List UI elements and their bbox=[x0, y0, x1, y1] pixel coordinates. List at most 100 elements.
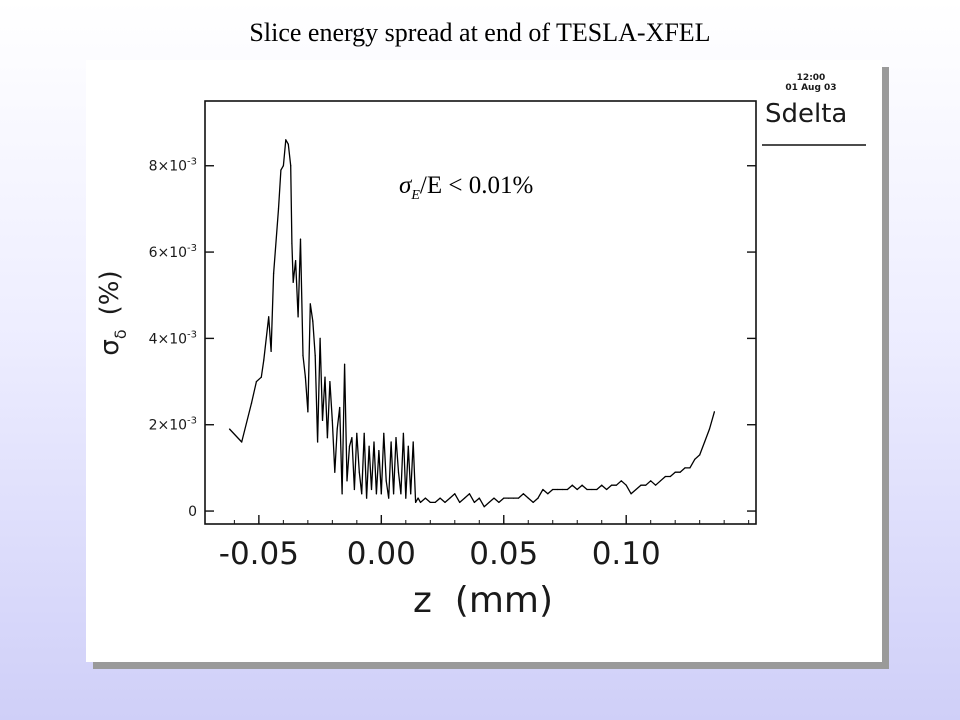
y-axis-symbol: σ bbox=[95, 339, 125, 355]
series-point bbox=[250, 402, 253, 404]
series-point bbox=[493, 497, 495, 499]
series-point bbox=[353, 488, 355, 491]
series-point bbox=[557, 488, 559, 491]
plot-panel: 12:00 01 Aug 03 Sdelta σE/E < 0.01% z (m… bbox=[86, 60, 882, 662]
series-point bbox=[679, 471, 681, 473]
series-point bbox=[307, 411, 309, 413]
series-point bbox=[319, 337, 321, 339]
series-point bbox=[610, 484, 613, 486]
series-point bbox=[434, 501, 436, 504]
series-point bbox=[299, 238, 302, 240]
series-point bbox=[459, 501, 461, 504]
series-point bbox=[326, 437, 329, 439]
series-point bbox=[366, 497, 368, 499]
series-point bbox=[317, 441, 319, 443]
series-point bbox=[468, 493, 471, 495]
series-point bbox=[684, 467, 686, 469]
series-point bbox=[368, 445, 370, 447]
series-point bbox=[596, 488, 598, 491]
energy-spread-annotation: σE/E < 0.01% bbox=[399, 172, 533, 203]
series-point bbox=[341, 493, 343, 495]
series-point bbox=[388, 497, 390, 499]
y-tick-label: 8×10-3 bbox=[149, 157, 197, 175]
series-point bbox=[674, 471, 676, 473]
y-tick-label: 4×10-3 bbox=[149, 329, 197, 347]
series-point bbox=[483, 506, 485, 508]
series-point bbox=[375, 493, 378, 495]
series-point bbox=[571, 484, 573, 486]
series-point bbox=[517, 497, 520, 499]
series-point bbox=[383, 432, 385, 434]
series-point bbox=[512, 497, 515, 499]
series-point bbox=[370, 488, 373, 491]
slide-title: Slice energy spread at end of TESLA-XFEL bbox=[249, 18, 711, 47]
series-point bbox=[473, 501, 475, 504]
series-point bbox=[280, 169, 282, 171]
series-point bbox=[708, 428, 711, 430]
x-tick-label: 0.10 bbox=[592, 536, 661, 572]
series-point bbox=[576, 488, 578, 491]
series-point bbox=[292, 281, 294, 283]
series-point bbox=[285, 139, 287, 141]
series-point bbox=[591, 488, 593, 491]
series-point bbox=[282, 165, 284, 167]
series-point bbox=[654, 484, 657, 486]
series-point bbox=[392, 493, 395, 495]
series-point bbox=[444, 501, 446, 504]
series-point bbox=[309, 303, 311, 305]
series-point bbox=[463, 497, 466, 499]
series-point bbox=[339, 406, 341, 409]
series-point bbox=[542, 488, 544, 491]
series-point bbox=[606, 488, 608, 491]
series-point bbox=[302, 355, 304, 357]
series-point bbox=[348, 445, 351, 447]
series-point bbox=[272, 273, 275, 275]
series-point bbox=[532, 501, 534, 504]
series-point bbox=[321, 419, 324, 422]
series-point bbox=[270, 350, 272, 352]
svg-text:σδ(%): σδ (%) bbox=[95, 270, 130, 355]
series-point bbox=[630, 493, 632, 495]
chart-svg: 12:00 01 Aug 03 Sdelta σE/E < 0.01% z (m… bbox=[95, 73, 866, 621]
series-point bbox=[351, 437, 353, 439]
series-point bbox=[429, 501, 431, 504]
series-point bbox=[449, 497, 451, 499]
series-point bbox=[537, 497, 539, 499]
series-point bbox=[635, 488, 637, 491]
series-point bbox=[547, 493, 549, 495]
series-point bbox=[385, 480, 387, 482]
series-point bbox=[664, 475, 666, 478]
series-point bbox=[334, 471, 336, 473]
series-point bbox=[390, 441, 392, 443]
series-point bbox=[522, 493, 524, 495]
series-point bbox=[650, 480, 652, 482]
series-point bbox=[329, 380, 331, 383]
y-axis-unit: (%) bbox=[95, 270, 125, 315]
series-point bbox=[263, 359, 265, 361]
series-point bbox=[373, 441, 375, 443]
series-point bbox=[378, 450, 380, 452]
y-tick-label: 6×10-3 bbox=[149, 243, 197, 261]
series-point bbox=[412, 441, 414, 443]
x-axis-label: z (mm) bbox=[413, 580, 553, 621]
series-point bbox=[527, 497, 529, 499]
series-point bbox=[561, 488, 564, 491]
x-tick-label: -0.05 bbox=[219, 536, 299, 572]
series-point bbox=[346, 480, 348, 482]
series-point bbox=[625, 484, 627, 486]
series-point bbox=[290, 165, 292, 167]
series-point bbox=[669, 475, 671, 478]
series-point bbox=[566, 488, 569, 491]
series-point bbox=[397, 471, 400, 473]
series-point bbox=[645, 484, 647, 486]
series-point bbox=[324, 376, 326, 378]
plot-frame bbox=[204, 100, 757, 525]
series-point bbox=[295, 260, 297, 262]
series-point bbox=[407, 445, 409, 447]
series-point bbox=[400, 493, 402, 495]
series-point bbox=[699, 454, 701, 456]
series-point bbox=[343, 363, 346, 365]
series-point bbox=[586, 488, 588, 491]
series-point bbox=[356, 432, 358, 434]
series-point bbox=[395, 437, 397, 439]
